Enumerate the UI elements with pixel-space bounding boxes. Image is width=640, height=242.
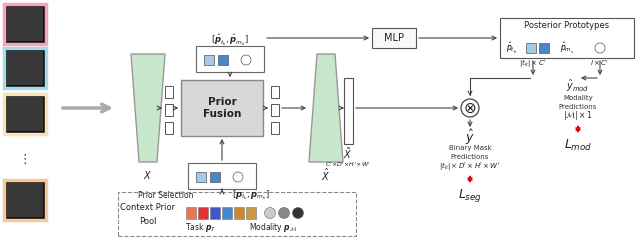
- Bar: [222, 207, 232, 219]
- Text: $\otimes$: $\otimes$: [463, 100, 477, 115]
- Text: Task $\boldsymbol{p}_{\mathcal{T}}$: Task $\boldsymbol{p}_{\mathcal{T}}$: [185, 221, 217, 234]
- Bar: [7, 97, 43, 131]
- Text: Pool: Pool: [140, 217, 157, 226]
- Bar: [188, 163, 256, 189]
- Bar: [204, 55, 214, 65]
- Text: $|\mathcal{M}|\times 1$: $|\mathcal{M}|\times 1$: [563, 109, 593, 122]
- Bar: [181, 80, 263, 136]
- Bar: [165, 86, 173, 98]
- Text: $[\hat{\boldsymbol{p}}_{t_k},\hat{\boldsymbol{p}}_{m_k}]$: $[\hat{\boldsymbol{p}}_{t_k},\hat{\bolds…: [211, 32, 249, 47]
- Bar: [539, 43, 549, 53]
- Text: Predictions: Predictions: [451, 154, 489, 160]
- Bar: [165, 122, 173, 134]
- Bar: [344, 78, 353, 144]
- Bar: [7, 7, 43, 41]
- Bar: [7, 183, 43, 217]
- Bar: [4, 48, 46, 88]
- Text: MLP: MLP: [384, 33, 404, 43]
- Text: Context Prior: Context Prior: [120, 204, 175, 212]
- Text: ⋮: ⋮: [19, 153, 31, 166]
- Circle shape: [461, 99, 479, 117]
- Polygon shape: [131, 54, 165, 162]
- Text: Prior: Prior: [207, 97, 236, 107]
- Bar: [500, 18, 634, 58]
- Bar: [271, 122, 279, 134]
- Bar: [196, 172, 206, 182]
- Text: Fusion: Fusion: [203, 109, 241, 119]
- Circle shape: [264, 207, 275, 219]
- Bar: [4, 180, 46, 220]
- Bar: [372, 28, 416, 48]
- Circle shape: [595, 43, 605, 53]
- Bar: [234, 207, 244, 219]
- Bar: [186, 207, 196, 219]
- Text: $\tilde{X}$: $\tilde{X}$: [343, 146, 353, 161]
- Bar: [4, 94, 46, 134]
- Text: $\hat{p}_{t_k}$: $\hat{p}_{t_k}$: [506, 40, 517, 55]
- Bar: [198, 207, 208, 219]
- Text: $L_{seg}$: $L_{seg}$: [458, 187, 482, 204]
- Text: $\hat{y}_{mod}$: $\hat{y}_{mod}$: [566, 78, 589, 94]
- Polygon shape: [309, 54, 343, 162]
- Text: Modality $\boldsymbol{p}_{\mathcal{M}}$: Modality $\boldsymbol{p}_{\mathcal{M}}$: [249, 221, 297, 234]
- Text: $[\boldsymbol{p}_{t_k},\boldsymbol{p}_{m_k}]$: $[\boldsymbol{p}_{t_k},\boldsymbol{p}_{m…: [232, 188, 270, 202]
- Bar: [118, 192, 356, 236]
- Circle shape: [233, 172, 243, 182]
- Text: $l\times C'$: $l\times C'$: [591, 58, 609, 68]
- Bar: [165, 104, 173, 116]
- Text: Prior Selection: Prior Selection: [138, 190, 194, 199]
- Text: Predictions: Predictions: [559, 104, 597, 110]
- Bar: [210, 207, 220, 219]
- Text: $\hat{p}_{m_s}$: $\hat{p}_{m_s}$: [560, 40, 574, 55]
- Bar: [271, 104, 279, 116]
- Text: $\hat{y}$: $\hat{y}$: [465, 128, 475, 147]
- Circle shape: [241, 55, 251, 65]
- Bar: [271, 86, 279, 98]
- Circle shape: [292, 207, 303, 219]
- Bar: [218, 55, 228, 65]
- Text: $C'\!\times\!D'\!\times\!H'\!\times\!W'$: $C'\!\times\!D'\!\times\!H'\!\times\!W'$: [325, 160, 371, 169]
- Text: $X$: $X$: [143, 169, 153, 181]
- Text: $\hat{X}$: $\hat{X}$: [321, 167, 331, 183]
- Bar: [210, 172, 220, 182]
- Bar: [196, 46, 264, 72]
- Bar: [4, 4, 46, 44]
- Bar: [7, 51, 43, 85]
- Text: Binary Mask: Binary Mask: [449, 145, 492, 151]
- Text: $|t_k|\times D'\times H'\times W'$: $|t_k|\times D'\times H'\times W'$: [439, 160, 501, 172]
- Circle shape: [278, 207, 289, 219]
- Bar: [526, 43, 536, 53]
- Text: Modality: Modality: [563, 95, 593, 101]
- Text: $|t_k|\times C'$: $|t_k|\times C'$: [519, 57, 547, 69]
- Bar: [246, 207, 256, 219]
- Text: $L_{mod}$: $L_{mod}$: [564, 137, 592, 152]
- Text: Posterior Prototypes: Posterior Prototypes: [524, 22, 609, 30]
